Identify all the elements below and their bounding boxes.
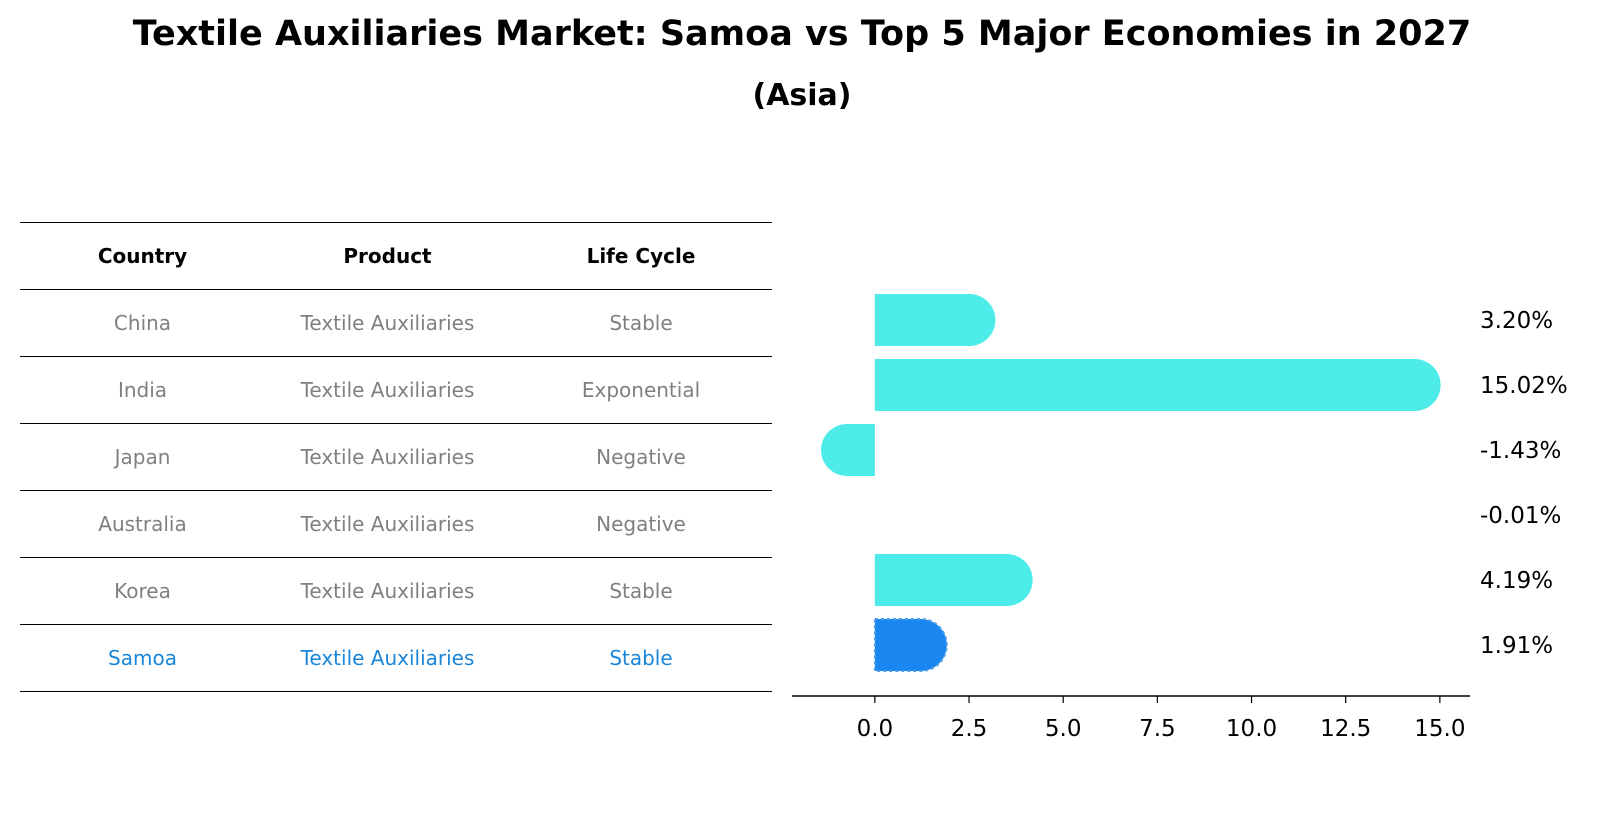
value-label-japan: -1.43% [1480, 438, 1561, 464]
bar-samoa [873, 618, 948, 672]
chart-title: Textile Auxiliaries Market: Samoa vs Top… [132, 14, 1472, 54]
cell-product: Textile Auxiliaries [265, 289, 510, 357]
cell-product: Textile Auxiliaries [265, 423, 510, 491]
cell-country: India [20, 356, 265, 424]
value-label-china: 3.20% [1480, 308, 1553, 334]
cell-life-cycle: Stable [510, 624, 772, 692]
cell-product: Textile Auxiliaries [265, 490, 510, 558]
bar-china [874, 294, 996, 346]
value-label-samoa: 1.91% [1480, 633, 1553, 659]
x-tick-label: 15.0 [1414, 716, 1465, 742]
x-tick-label: 5.0 [1045, 716, 1082, 742]
bar-korea [874, 554, 1033, 606]
cell-life-cycle: Exponential [510, 356, 772, 424]
table-row: Japan Textile Auxiliaries Negative [20, 423, 772, 491]
cell-country: Korea [20, 557, 265, 625]
x-tick-label: 2.5 [951, 716, 988, 742]
bar-japan [821, 424, 875, 476]
cell-country: Japan [20, 423, 265, 491]
x-tick-label: 0.0 [857, 716, 894, 742]
cell-life-cycle: Stable [510, 557, 772, 625]
cell-country: China [20, 289, 265, 357]
value-label-india: 15.02% [1480, 373, 1568, 399]
cell-life-cycle: Negative [510, 490, 772, 558]
header-country: Country [20, 222, 265, 290]
cell-product: Textile Auxiliaries [265, 356, 510, 424]
header-product: Product [265, 222, 510, 290]
table-row: China Textile Auxiliaries Stable [20, 289, 772, 357]
cell-life-cycle: Negative [510, 423, 772, 491]
header-life-cycle: Life Cycle [510, 222, 772, 290]
x-tick-label: 12.5 [1320, 716, 1371, 742]
value-label-australia: -0.01% [1480, 503, 1561, 529]
table-row: Australia Textile Auxiliaries Negative [20, 490, 772, 558]
bar-india [874, 359, 1441, 411]
bar-chart: 3.20% 15.02% -1.43% -0.01% 4.19% 1.91% 0.0 2.5 5… [792, 294, 1568, 742]
table-row: India Textile Auxiliaries Exponential [20, 356, 772, 424]
table-row: Korea Textile Auxiliaries Stable [20, 557, 772, 625]
data-table: Country Product Life Cycle China Textile… [20, 222, 772, 692]
cell-product: Textile Auxiliaries [265, 624, 510, 692]
table-header-row: Country Product Life Cycle [20, 222, 772, 290]
cell-product: Textile Auxiliaries [265, 557, 510, 625]
table-row-highlighted: Samoa Textile Auxiliaries Stable [20, 624, 772, 692]
value-label-korea: 4.19% [1480, 568, 1553, 594]
cell-country: Samoa [20, 624, 265, 692]
cell-country: Australia [20, 490, 265, 558]
x-tick-label: 10.0 [1226, 716, 1277, 742]
cell-life-cycle: Stable [510, 289, 772, 357]
chart-subtitle: (Asia) [752, 78, 852, 113]
x-tick-label: 7.5 [1139, 716, 1176, 742]
